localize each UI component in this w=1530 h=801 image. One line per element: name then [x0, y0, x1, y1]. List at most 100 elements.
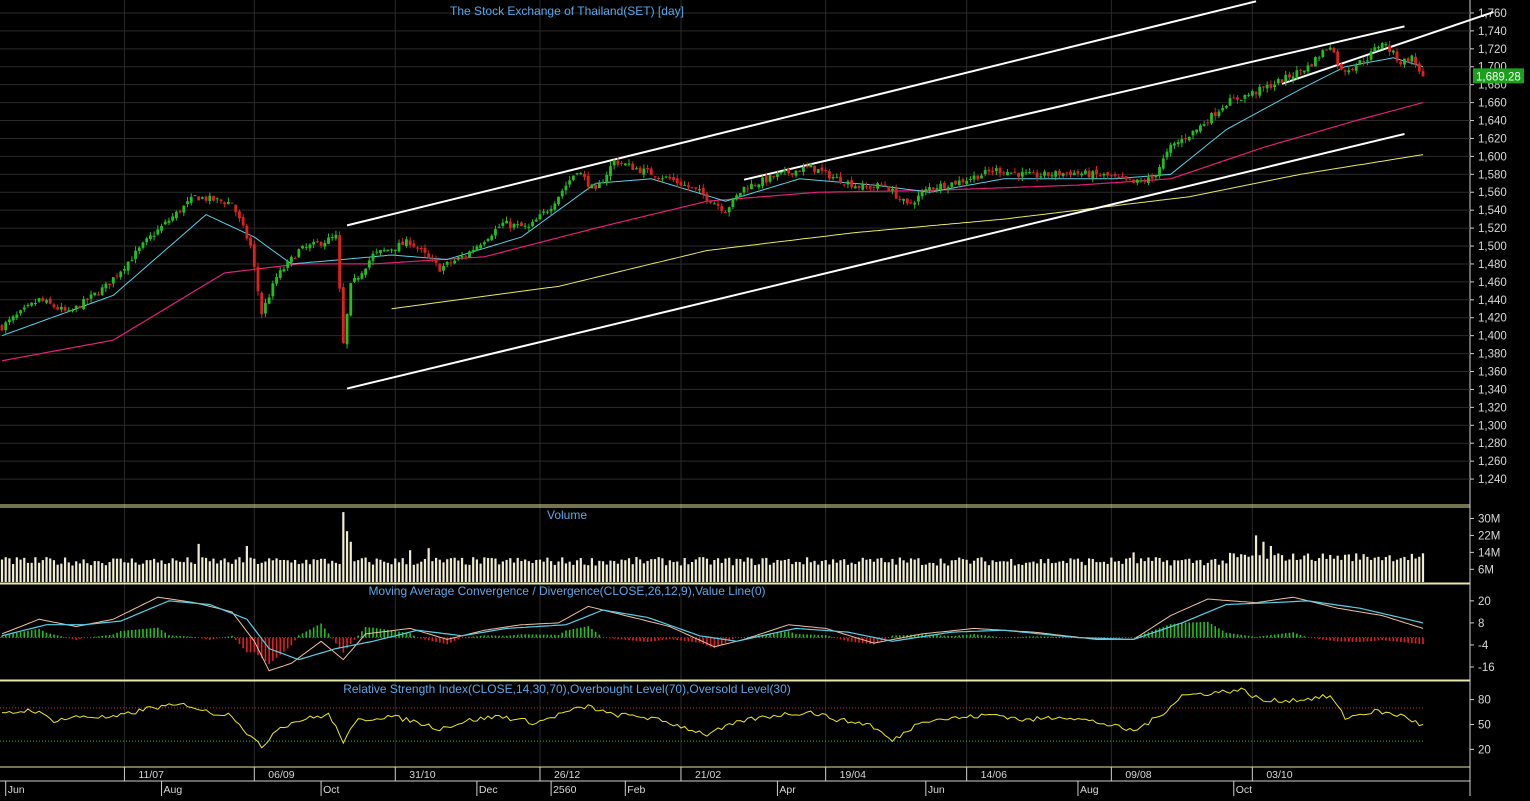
volume-panel[interactable]: 30M 22M 14M 6M — [0, 512, 1500, 582]
volume-bar — [1151, 560, 1154, 582]
volume-bar — [1225, 563, 1228, 582]
candle-body — [241, 217, 245, 226]
candle-body — [1035, 172, 1039, 178]
candle-body — [816, 169, 820, 173]
volume-bar — [216, 563, 219, 582]
date-label-lower: Oct — [323, 784, 339, 796]
candle-body — [1247, 94, 1251, 96]
macd-panel[interactable]: 20 8 -4 -16 — [0, 596, 1495, 674]
candle-body — [1206, 122, 1210, 124]
candle-body — [256, 266, 260, 292]
volume-bar — [394, 558, 397, 582]
candle-body — [1020, 171, 1024, 177]
volume-bar — [438, 559, 441, 582]
volume-bar — [119, 558, 122, 582]
candle-body — [1135, 179, 1139, 183]
volume-bar — [420, 561, 423, 582]
candle-body — [724, 212, 727, 214]
volume-bar — [230, 563, 234, 582]
volume-bar — [550, 561, 553, 582]
candle-body — [545, 211, 549, 213]
volume-bar — [1036, 563, 1039, 582]
volume-bar — [609, 560, 612, 582]
candle-body — [783, 170, 787, 172]
volume-bar — [86, 563, 89, 582]
candle-body — [349, 283, 353, 316]
candle-body — [260, 292, 264, 315]
volume-bar — [1091, 558, 1094, 582]
candle-body — [1284, 74, 1288, 82]
volume-bar — [631, 564, 634, 582]
volume-bar — [145, 560, 148, 582]
price-axis-label: 1,380 — [1478, 349, 1507, 361]
volume-bar — [512, 562, 516, 582]
candle-body — [716, 203, 720, 206]
volume-bar — [542, 561, 545, 582]
volume-bar — [1010, 558, 1013, 582]
volume-bar — [1318, 558, 1321, 582]
volume-bar — [969, 563, 972, 582]
candle-body — [371, 253, 375, 261]
volume-bar — [1136, 563, 1139, 582]
candle-body — [1339, 63, 1343, 70]
volume-bar — [238, 557, 241, 582]
date-label-upper: 03/10 — [1266, 769, 1292, 781]
candle-body — [720, 205, 724, 211]
candle-body — [37, 298, 41, 302]
volume-bar — [761, 558, 764, 582]
volume-bar — [709, 564, 712, 582]
candle-body — [1161, 158, 1165, 169]
volume-bar — [1050, 563, 1054, 582]
candle-body — [312, 241, 316, 245]
candle-body — [52, 304, 56, 308]
candle-body — [245, 225, 249, 239]
volume-bar — [1180, 560, 1183, 582]
volume-bar — [245, 546, 248, 582]
volume-bar — [880, 557, 883, 582]
candle-body — [252, 244, 256, 267]
volume-bar — [972, 560, 976, 582]
volume-bar — [1065, 563, 1068, 582]
price-axis-label: 1,440 — [1478, 295, 1507, 307]
candle-body — [1250, 91, 1254, 96]
volume-bar — [995, 561, 998, 582]
candle-body — [1377, 47, 1380, 49]
candle-body — [353, 277, 356, 282]
volume-bar — [601, 561, 605, 582]
candle-body — [961, 179, 965, 183]
volume-bar — [1410, 553, 1413, 582]
volume-bar — [694, 559, 697, 582]
candle-body — [1032, 172, 1035, 174]
rsi-panel[interactable]: 80 50 20 — [0, 687, 1491, 756]
volume-bar — [186, 557, 189, 582]
volume-bar — [1069, 558, 1072, 582]
candle-body — [928, 187, 931, 191]
candle-body — [93, 292, 97, 296]
volume-bar — [357, 560, 360, 582]
volume-bar — [383, 561, 386, 582]
volume-bar — [1191, 563, 1195, 582]
volume-bar — [123, 562, 126, 582]
volume-bar — [865, 559, 868, 582]
candle-body — [1213, 112, 1217, 116]
candle-body — [219, 199, 223, 202]
candle-body — [104, 283, 108, 289]
candle-body — [356, 278, 360, 280]
candle-body — [776, 173, 779, 177]
price-axis-label: 1,660 — [1478, 98, 1507, 110]
candle-body — [787, 169, 790, 174]
candle-body — [327, 237, 330, 244]
volume-bar — [531, 563, 534, 582]
volume-bar — [987, 565, 991, 582]
price-panel[interactable]: 1,7601,7401,7201,7001,6801,6601,6401,620… — [0, 0, 1507, 486]
volume-bar — [93, 561, 96, 582]
volume-bar — [505, 559, 508, 582]
macd-axis-label: -4 — [1478, 640, 1489, 652]
candle-body — [1336, 51, 1340, 65]
volume-bar — [1280, 555, 1284, 582]
candle-body — [924, 189, 928, 192]
volume-bar — [1032, 561, 1035, 582]
candle-body — [1228, 98, 1232, 106]
